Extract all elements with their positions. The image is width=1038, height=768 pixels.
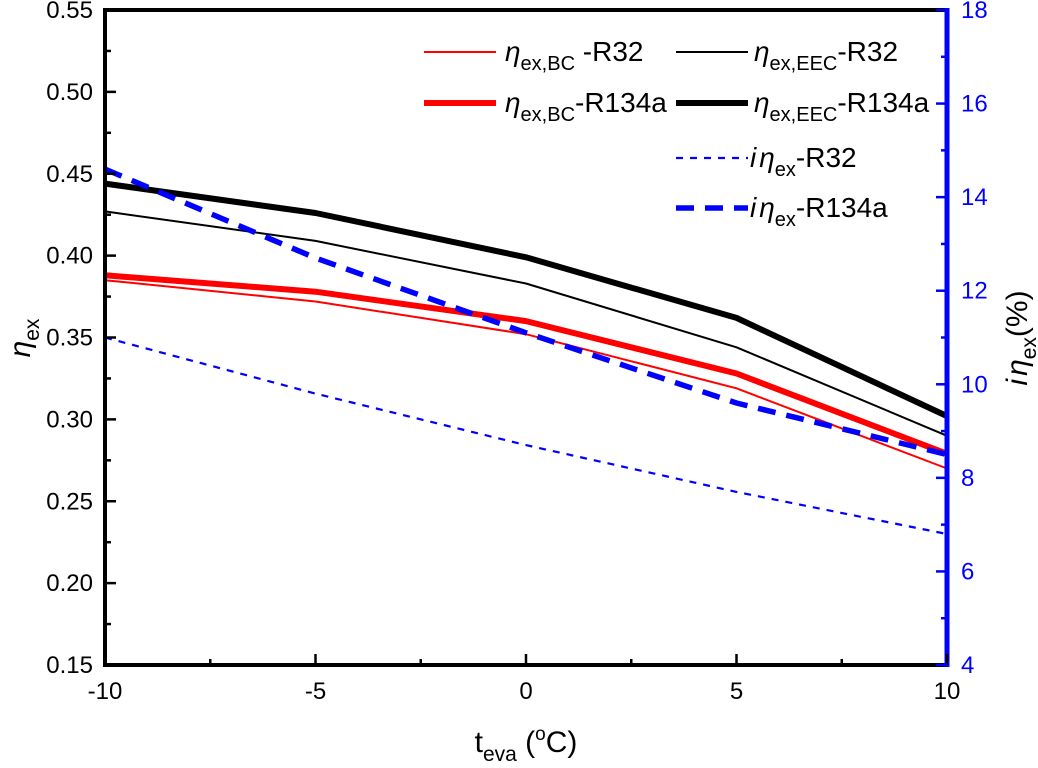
- y-left-tick-label: 0.40: [46, 243, 93, 270]
- y-left-tick-label: 0.25: [46, 488, 93, 515]
- y-right-tick-label: 14: [961, 184, 988, 211]
- x-tick-label: -10: [88, 678, 123, 705]
- y-left-tick-label: 0.45: [46, 161, 93, 188]
- legend-label: ηex,EEC-R134a: [754, 87, 930, 126]
- legend-label: ηex,EEC-R32: [754, 36, 898, 75]
- axis-titles: teva (oC) ηex iηex(%): [4, 290, 1038, 766]
- legend-label: i ηex-R32: [750, 142, 857, 181]
- y-left-tick-label: 0.35: [46, 325, 93, 352]
- y-right-tick-label: 6: [961, 558, 974, 585]
- y-left-axis-title: ηex: [4, 318, 44, 357]
- y-left-tick-label: 0.50: [46, 79, 93, 106]
- y-right-tick-label: 10: [961, 371, 988, 398]
- y-right-tick-label: 4: [961, 652, 974, 679]
- y-right-axis-title: iηex(%): [1001, 290, 1038, 385]
- y-right-tick-label: 18: [961, 0, 988, 24]
- series-line-5: [104, 336, 948, 536]
- y-right-tick-label: 16: [961, 91, 988, 118]
- x-axis-title: teva (oC): [475, 724, 578, 766]
- legend-label: ηex,BC-R134a: [505, 87, 667, 126]
- series-line-6: [103, 166, 948, 458]
- x-tick-label: 10: [934, 678, 961, 705]
- legend: ηex,BC -R32 ηex,BC-R134a ηex,EEC-R32 ηex,EE…: [424, 36, 930, 231]
- y-left-tick-label: 0.30: [46, 406, 93, 433]
- series-line-3: [104, 272, 949, 457]
- legend-label: i ηex-R134a: [750, 192, 888, 231]
- x-tick-label: -5: [305, 678, 326, 705]
- axes-layer: -10 -5 0 5 10 0.15 0.20 0.25 0.30 0.35 0.40 0.45 0.5…: [46, 0, 987, 705]
- series-layer: [103, 166, 949, 536]
- y-right-tick-label: 12: [961, 278, 988, 305]
- y-right-tick-label: 8: [961, 465, 974, 492]
- x-tick-label: 5: [730, 678, 743, 705]
- series-line-1: [104, 279, 948, 470]
- x-tick-label: 0: [519, 678, 532, 705]
- y-left-tick-label: 0.55: [46, 0, 93, 24]
- y-left-tick-label: 0.20: [46, 570, 93, 597]
- series-line-4: [104, 180, 949, 419]
- y-left-tick-label: 0.15: [46, 652, 93, 679]
- legend-label: ηex,BC -R32: [505, 36, 643, 75]
